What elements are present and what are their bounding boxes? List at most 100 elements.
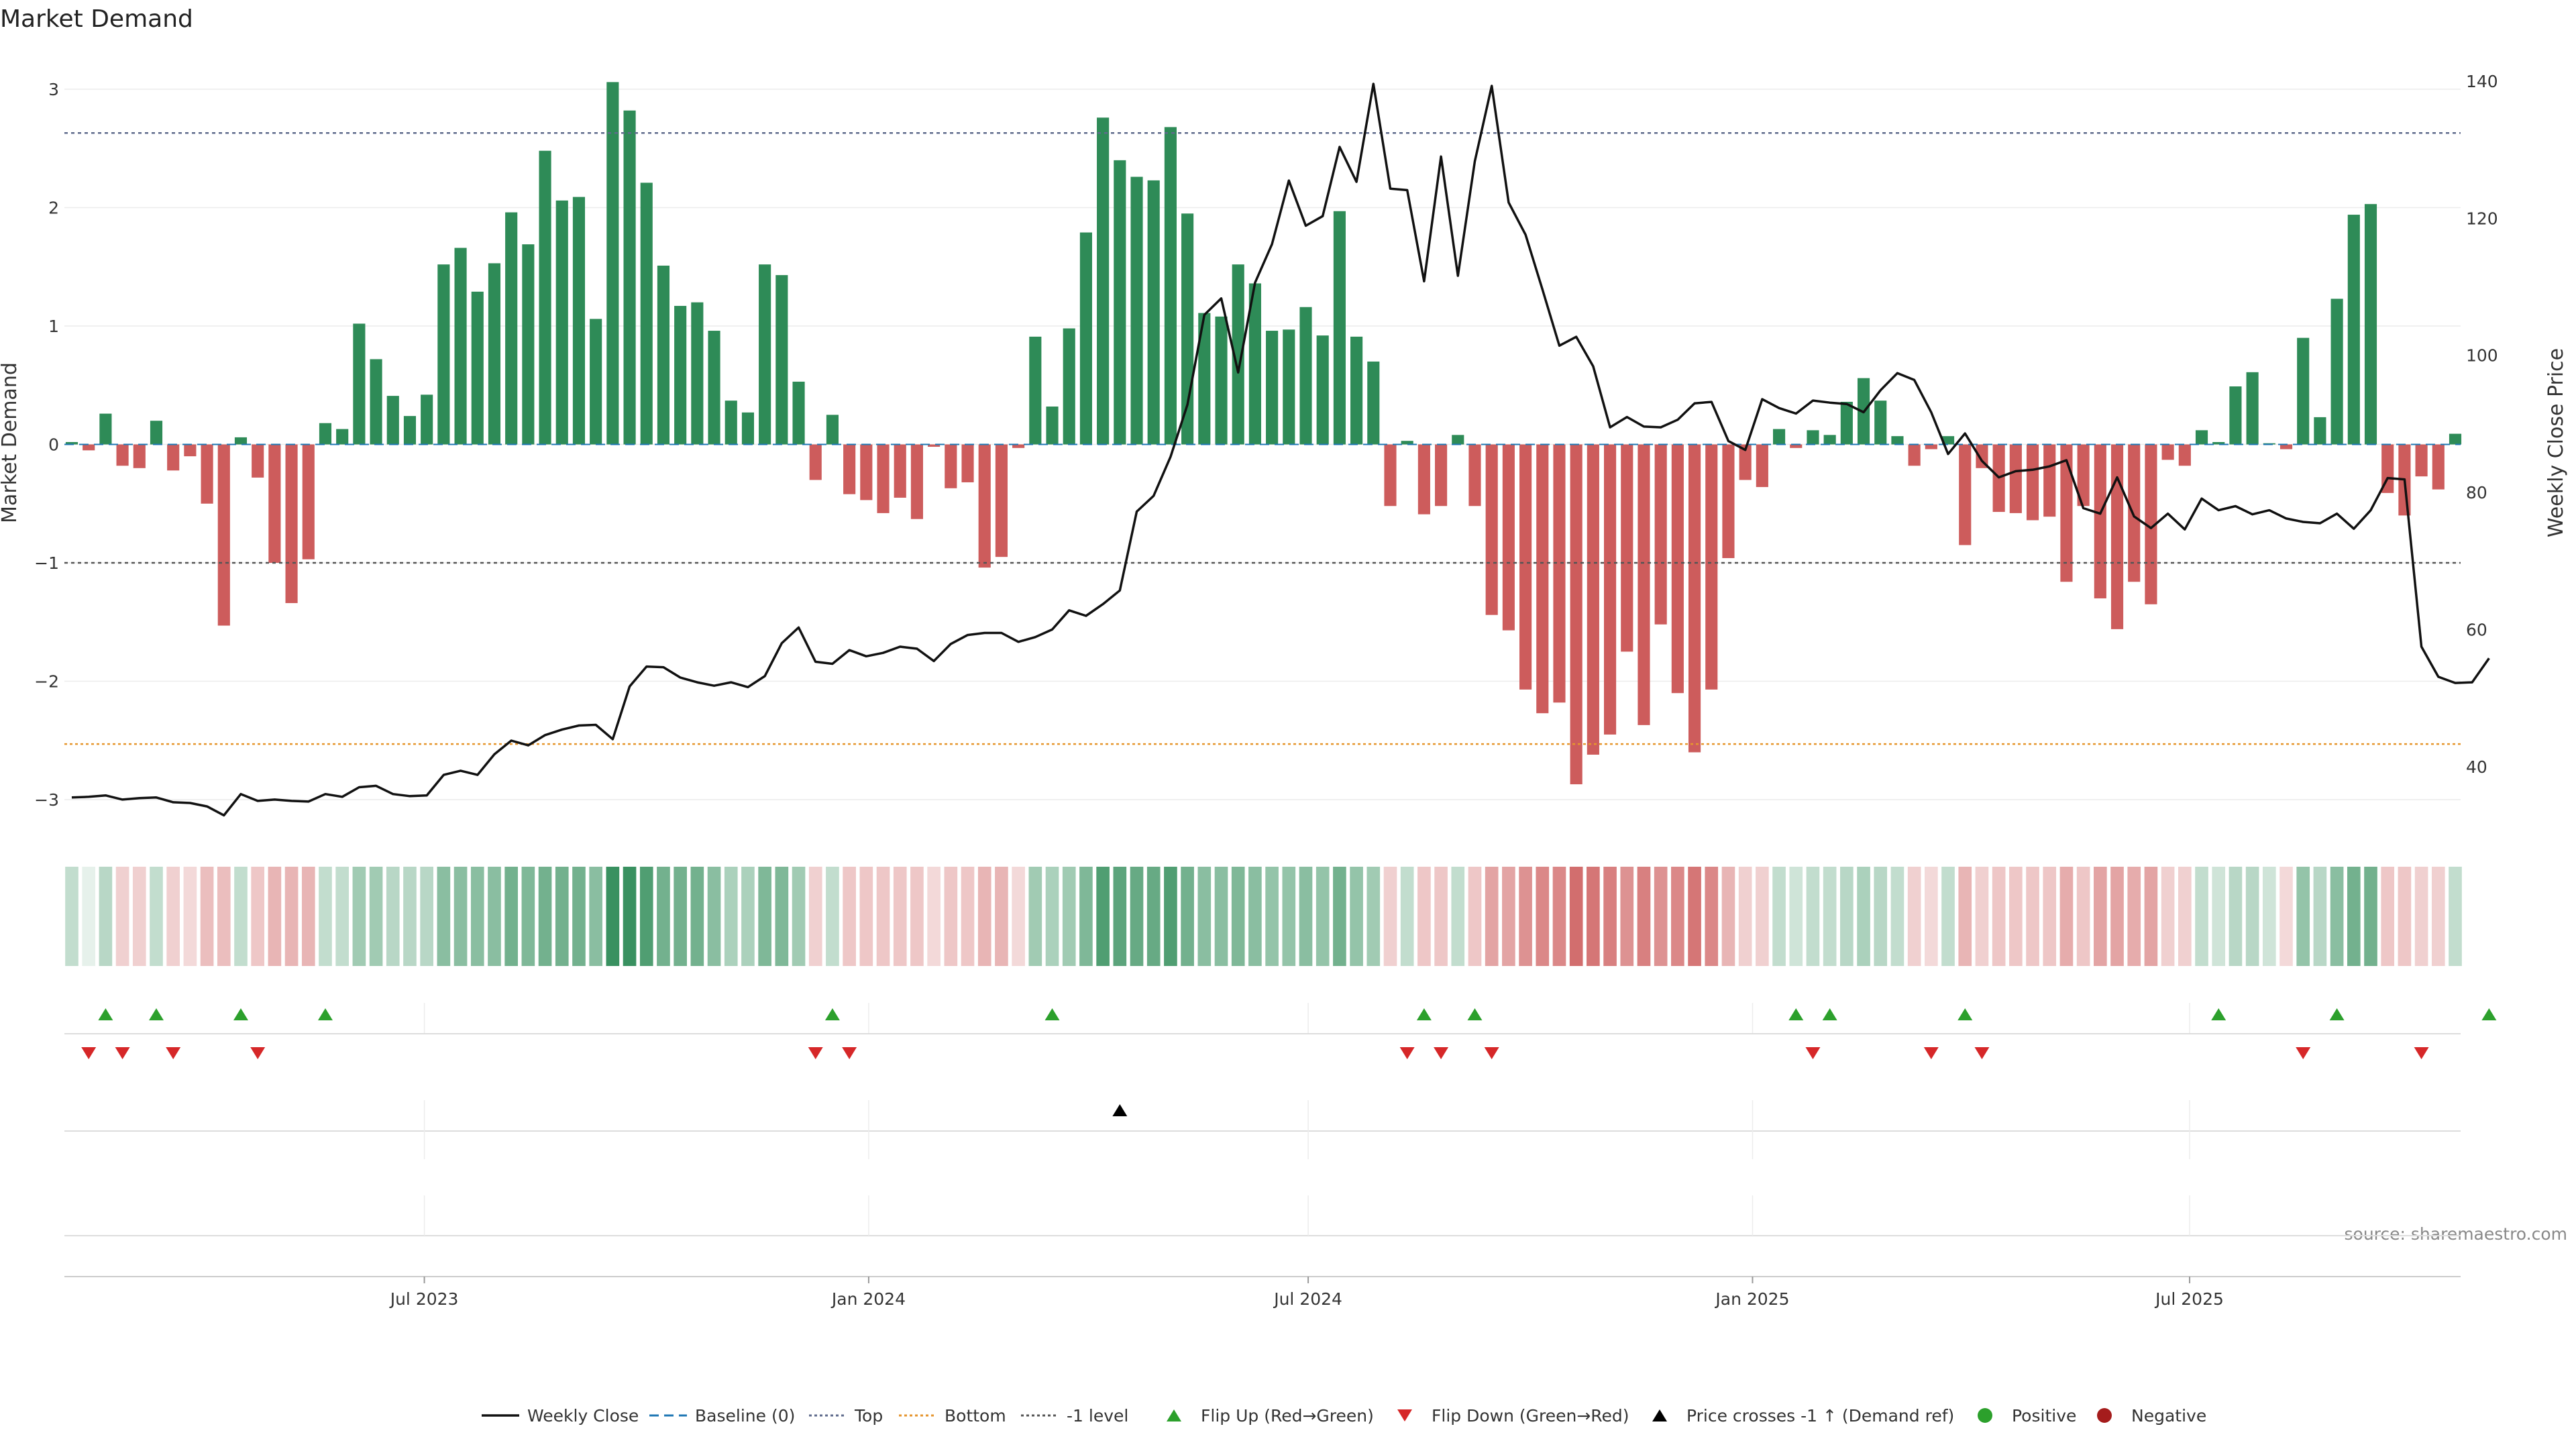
- demand-bar: [437, 264, 450, 445]
- demand-bar: [1333, 211, 1346, 445]
- regime-cell: [2144, 867, 2158, 966]
- demand-bar: [809, 444, 822, 480]
- regime-cell: [217, 867, 231, 966]
- regime-cell: [150, 867, 163, 966]
- regime-cell: [2229, 867, 2243, 966]
- regime-cell: [284, 867, 299, 966]
- legend-flip-up-red-green--label: Flip Up (Red→Green): [1201, 1406, 1374, 1426]
- regime-cell: [961, 867, 975, 966]
- demand-bar: [910, 444, 924, 519]
- demand-bar: [1638, 444, 1650, 725]
- regime-cell: [2330, 867, 2344, 966]
- demand-bar: [2229, 386, 2242, 445]
- regime-cell: [1197, 867, 1212, 966]
- regime-cell: [555, 867, 569, 966]
- demand-bar: [2043, 444, 2056, 517]
- regime-cell: [843, 867, 856, 966]
- regime-cell: [1772, 867, 1786, 966]
- demand-bar: [403, 416, 417, 445]
- regime-cell: [1789, 867, 1803, 966]
- demand-bar: [759, 264, 771, 445]
- demand-bar: [1536, 444, 1549, 714]
- regime-cell: [775, 867, 789, 966]
- demand-bar: [1976, 444, 1988, 468]
- demand-bar: [708, 331, 720, 445]
- demand-bar: [2026, 444, 2039, 521]
- price-cross-markers: [64, 1100, 2461, 1236]
- regime-cell: [2076, 867, 2090, 966]
- demand-bar: [1908, 444, 1921, 466]
- regime-cell: [1806, 867, 1820, 966]
- regime-cell: [301, 867, 315, 966]
- regime-cell: [2212, 867, 2226, 966]
- legend-weekly-close-label: Weekly Close: [527, 1406, 639, 1426]
- regime-cell: [1519, 867, 1532, 966]
- demand-bar: [1248, 283, 1261, 445]
- regime-cell: [1890, 867, 1904, 966]
- regime-cell: [234, 867, 248, 966]
- regime-cell: [724, 867, 738, 966]
- demand-bar: [2128, 444, 2141, 582]
- demand-bar: [1367, 361, 1380, 445]
- demand-bar: [590, 319, 602, 445]
- regime-cell: [1874, 867, 1888, 966]
- y-tick-left: 1: [48, 317, 59, 336]
- demand-bar: [1722, 444, 1735, 558]
- flip-up-marker: [233, 1008, 248, 1020]
- flip-down-marker: [166, 1047, 181, 1059]
- demand-bar: [1654, 444, 1667, 625]
- demand-bar: [386, 396, 399, 445]
- demand-bar: [775, 275, 788, 445]
- regime-cell: [1231, 867, 1245, 966]
- regime-cell: [2296, 867, 2310, 966]
- regime-cell: [1857, 867, 1870, 966]
- flip-down-marker: [1805, 1047, 1821, 1059]
- demand-bar: [1671, 444, 1684, 694]
- regime-cell: [1485, 867, 1499, 966]
- demand-bar: [319, 423, 332, 445]
- demand-bar: [1417, 444, 1430, 515]
- demand-bar: [1012, 444, 1025, 448]
- regime-cell: [1366, 867, 1381, 966]
- demand-bar: [691, 302, 704, 445]
- flip-down-marker: [842, 1047, 857, 1059]
- regime-cell: [386, 867, 400, 966]
- regime-cell: [2094, 867, 2107, 966]
- flip-up-marker: [2329, 1008, 2345, 1020]
- demand-bar: [1874, 400, 1887, 445]
- demand-bar: [2279, 444, 2293, 449]
- regime-strip: [65, 867, 2462, 966]
- demand-bar: [522, 244, 535, 445]
- regime-cell: [977, 867, 991, 966]
- y-tick-right: 140: [2466, 72, 2498, 91]
- regime-cell: [1130, 867, 1144, 966]
- demand-bar: [792, 381, 805, 445]
- source-note: source: sharemaestro.com: [2345, 1224, 2568, 1244]
- demand-bar: [1350, 336, 1363, 445]
- regime-cell: [1333, 867, 1346, 966]
- regime-cell: [690, 867, 704, 966]
- regime-cell: [2161, 867, 2175, 966]
- flip-up-marker: [98, 1008, 113, 1020]
- flip-down-marker: [1434, 1047, 1449, 1059]
- y-tick-right: 40: [2466, 757, 2487, 777]
- demand-bar: [826, 415, 839, 445]
- regime-cell: [335, 867, 350, 966]
- y-tick-right: 120: [2466, 209, 2498, 228]
- demand-bar: [1452, 435, 1464, 445]
- demand-bar: [2314, 417, 2326, 445]
- demand-bar: [2094, 444, 2106, 598]
- demand-bar: [1401, 441, 1413, 445]
- regime-cell: [2195, 867, 2208, 966]
- demand-bar: [1029, 336, 1042, 445]
- flip-down-marker: [1484, 1047, 1499, 1059]
- flip-down-marker: [1974, 1047, 1990, 1059]
- x-tick-label: Jul 2025: [2154, 1289, 2224, 1309]
- regime-cell: [369, 867, 383, 966]
- demand-bar: [488, 263, 501, 445]
- demand-bar: [2161, 444, 2174, 460]
- regime-cell: [2381, 867, 2395, 966]
- regime-cell: [2364, 867, 2377, 966]
- regime-cell: [2009, 867, 2023, 966]
